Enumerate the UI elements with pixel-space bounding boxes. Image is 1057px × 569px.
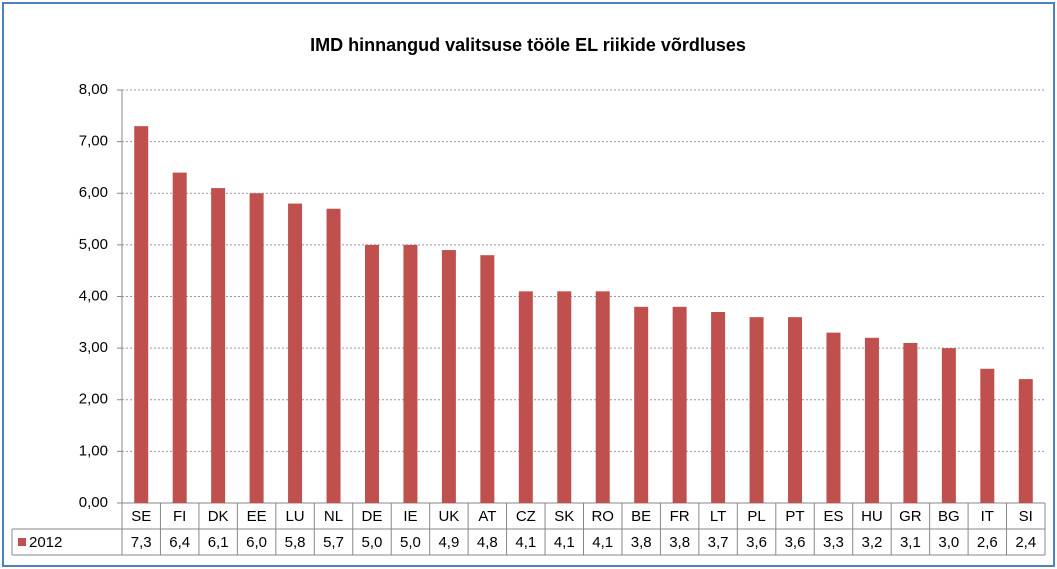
table-value: 6,1 — [208, 534, 229, 551]
x-tick-label: RO — [591, 508, 614, 525]
x-tick-label: GR — [899, 508, 922, 525]
x-tick-label: PL — [747, 508, 765, 525]
bar — [634, 306, 649, 503]
bar — [364, 244, 379, 503]
x-tick-label: FR — [670, 508, 690, 525]
bar — [711, 311, 726, 503]
bar — [480, 255, 495, 503]
y-tick-label: 0,00 — [79, 494, 108, 511]
bar — [826, 332, 841, 503]
table-value: 4,8 — [477, 534, 498, 551]
x-tick-label: HU — [861, 508, 883, 525]
bar — [672, 306, 687, 503]
bar — [941, 348, 956, 503]
bar — [788, 317, 803, 503]
bar — [211, 188, 226, 503]
x-tick-label: IE — [403, 508, 417, 525]
table-value: 3,6 — [785, 534, 806, 551]
x-tick-label: EE — [247, 508, 267, 525]
bar — [749, 317, 764, 503]
x-tick-label: IT — [981, 508, 994, 525]
bar — [403, 244, 418, 503]
table-value: 3,8 — [669, 534, 690, 551]
y-tick-label: 3,00 — [79, 339, 108, 356]
table-value: 5,0 — [362, 534, 383, 551]
y-tick-label: 5,00 — [79, 236, 108, 253]
x-tick-label: SE — [131, 508, 151, 525]
y-tick-label: 7,00 — [79, 133, 108, 150]
bar — [288, 203, 303, 503]
table-value: 3,0 — [938, 534, 959, 551]
x-tick-label: SK — [554, 508, 574, 525]
table-value: 3,8 — [631, 534, 652, 551]
table-value: 3,1 — [900, 534, 921, 551]
table-value: 5,0 — [400, 534, 421, 551]
y-tick-label: 4,00 — [79, 287, 108, 304]
x-tick-label: BE — [631, 508, 651, 525]
bar — [980, 368, 995, 503]
bar — [134, 126, 149, 503]
x-tick-label: LT — [710, 508, 726, 525]
x-tick-label: BG — [938, 508, 960, 525]
bar — [1018, 379, 1033, 503]
y-tick-label: 6,00 — [79, 184, 108, 201]
x-tick-label: ES — [823, 508, 843, 525]
x-tick-label: LU — [285, 508, 304, 525]
bar — [595, 291, 610, 503]
table-value: 4,1 — [592, 534, 613, 551]
bar — [903, 342, 918, 503]
table-value: 5,8 — [285, 534, 306, 551]
bar — [518, 291, 533, 503]
table-value: 3,6 — [746, 534, 767, 551]
bar — [249, 193, 264, 503]
bar — [441, 250, 456, 503]
table-value: 4,9 — [438, 534, 459, 551]
table-value: 4,1 — [554, 534, 575, 551]
x-tick-label: AT — [478, 508, 496, 525]
x-tick-label: PT — [785, 508, 804, 525]
table-value: 6,0 — [246, 534, 267, 551]
table-value: 4,1 — [515, 534, 536, 551]
x-tick-label: SI — [1019, 508, 1033, 525]
y-tick-label: 2,00 — [79, 391, 108, 408]
table-value: 5,7 — [323, 534, 344, 551]
table-value: 2,6 — [977, 534, 998, 551]
legend-marker — [18, 538, 26, 546]
y-tick-label: 1,00 — [79, 442, 108, 459]
y-tick-label: 8,00 — [79, 81, 108, 98]
table-value: 3,2 — [862, 534, 883, 551]
x-tick-label: DE — [362, 508, 383, 525]
x-tick-label: DK — [208, 508, 229, 525]
x-tick-label: UK — [438, 508, 459, 525]
legend-label: 2012 — [29, 534, 62, 551]
x-tick-label: FI — [173, 508, 186, 525]
table-value: 3,3 — [823, 534, 844, 551]
bar — [864, 337, 879, 503]
table-value: 6,4 — [169, 534, 190, 551]
bar — [172, 172, 187, 503]
table-value: 3,7 — [708, 534, 729, 551]
bar — [326, 208, 341, 504]
table-value: 7,3 — [131, 534, 152, 551]
table-value: 2,4 — [1015, 534, 1036, 551]
chart-title: IMD hinnangud valitsuse tööle EL riikide… — [310, 35, 746, 55]
x-tick-label: NL — [324, 508, 343, 525]
bar — [557, 291, 572, 503]
x-tick-label: CZ — [516, 508, 536, 525]
